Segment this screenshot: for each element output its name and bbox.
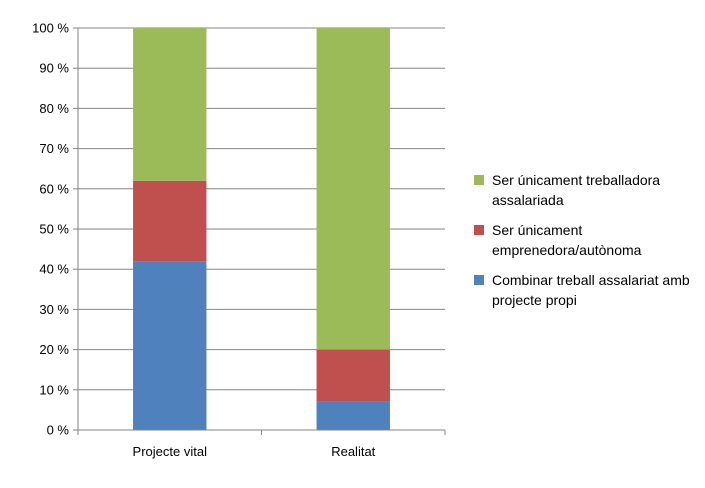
y-tick-label: 30 % <box>39 302 69 317</box>
legend-item: Ser únicament treballadora assalariada <box>474 170 704 210</box>
x-category-label: Projecte vital <box>133 444 208 459</box>
y-tick-label: 70 % <box>39 141 69 156</box>
y-tick-label: 0 % <box>47 423 70 438</box>
legend-item: Ser únicament emprenedora/autònoma <box>474 220 704 260</box>
y-tick-label: 90 % <box>39 61 69 76</box>
y-axis-ticks: 0 % 10 % 20 % 30 % 40 % 50 % 60 % 70 % 80 % 90 % 1… <box>32 21 78 438</box>
legend-swatch <box>474 225 484 235</box>
y-tick-label: 40 % <box>39 262 69 277</box>
legend: Ser únicament treballadora assalariada Se… <box>474 170 704 320</box>
bar-segment <box>316 401 390 430</box>
bars <box>133 28 390 430</box>
bar-segment <box>316 349 390 402</box>
bar-segment <box>133 28 207 181</box>
y-tick-label: 50 % <box>39 222 69 237</box>
bar-segment <box>133 261 207 430</box>
x-axis-categories: Projecte vital Realitat <box>133 444 376 459</box>
bar-segment <box>316 28 390 350</box>
y-tick-label: 60 % <box>39 181 69 196</box>
x-category-label: Realitat <box>331 444 375 459</box>
legend-label: Combinar treball assalariat amb projecte… <box>492 272 690 308</box>
legend-swatch <box>474 275 484 285</box>
y-tick-label: 20 % <box>39 342 69 357</box>
legend-label: Ser únicament treballadora assalariada <box>492 172 661 208</box>
legend-item: Combinar treball assalariat amb projecte… <box>474 270 704 310</box>
bar-segment <box>133 180 207 262</box>
y-tick-label: 100 % <box>32 21 69 36</box>
legend-swatch <box>474 175 484 185</box>
y-tick-label: 10 % <box>39 382 69 397</box>
y-tick-label: 80 % <box>39 101 69 116</box>
legend-label: Ser únicament emprenedora/autònoma <box>492 222 642 258</box>
